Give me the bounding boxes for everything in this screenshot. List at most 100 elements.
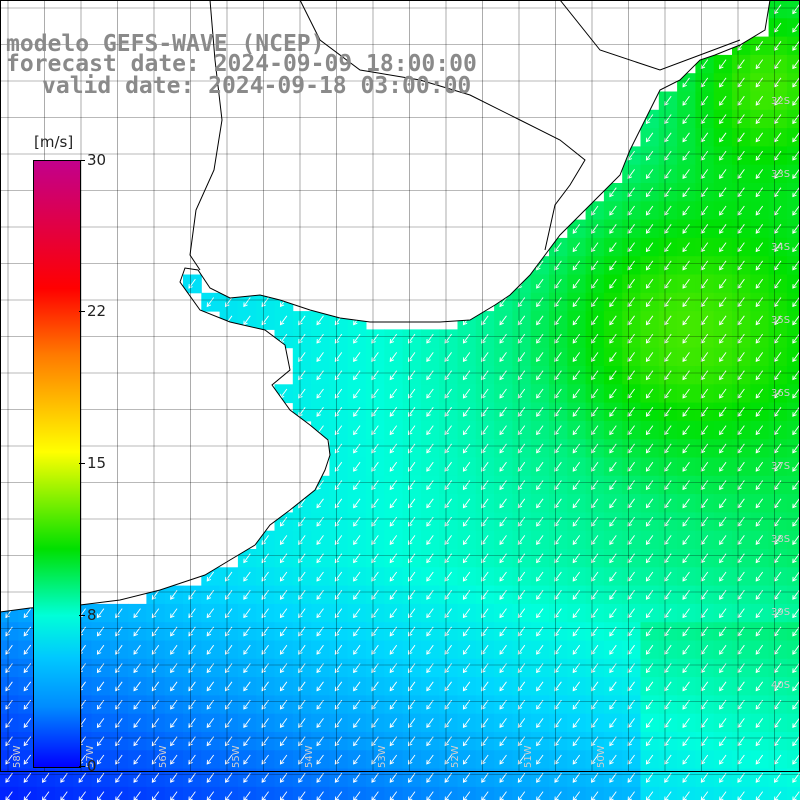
wind-arrow-head bbox=[23, 631, 29, 637]
wind-cell bbox=[494, 786, 513, 800]
wind-arrow-head bbox=[444, 741, 450, 747]
wind-arrow-head bbox=[462, 595, 468, 600]
wind-arrow bbox=[591, 461, 599, 472]
wind-arrow bbox=[206, 718, 215, 728]
wind-arrow-head bbox=[389, 759, 395, 765]
wind-arrow-head bbox=[444, 430, 450, 436]
wind-arrow bbox=[23, 718, 32, 728]
wind-arrow-head bbox=[426, 375, 431, 381]
wind-arrow bbox=[591, 535, 599, 545]
wind-arrow bbox=[646, 681, 654, 691]
wind-arrow bbox=[133, 754, 141, 765]
wind-arrow bbox=[280, 754, 288, 765]
wind-arrow-head bbox=[96, 704, 102, 710]
wind-arrow bbox=[682, 425, 690, 435]
wind-arrow bbox=[774, 535, 782, 545]
wind-arrow bbox=[97, 608, 105, 618]
wind-arrow-head bbox=[462, 448, 468, 454]
wind-arrow-head bbox=[334, 320, 340, 326]
wind-arrow bbox=[536, 260, 544, 271]
colorbar-tick-mark bbox=[79, 463, 85, 464]
wind-arrow-head bbox=[645, 723, 651, 728]
wind-arrow bbox=[97, 791, 105, 800]
wind-arrow bbox=[792, 297, 800, 307]
wind-arrow-head bbox=[115, 723, 120, 728]
land-area bbox=[0, 0, 771, 613]
wind-arrow bbox=[572, 333, 581, 344]
longitude-label: 56W bbox=[158, 745, 169, 768]
wind-arrow-head bbox=[536, 302, 541, 308]
wind-arrow-head bbox=[115, 704, 120, 710]
wind-arrow bbox=[737, 388, 745, 399]
wind-arrow-head bbox=[462, 485, 468, 491]
wind-arrow-head bbox=[591, 229, 596, 234]
wind-arrow-head bbox=[554, 704, 559, 710]
wind-arrow bbox=[774, 22, 782, 33]
wind-arrow-head bbox=[298, 375, 303, 381]
wind-arrow-head bbox=[462, 576, 468, 582]
wind-arrow bbox=[353, 644, 361, 655]
wind-arrow-head bbox=[792, 27, 797, 33]
wind-arrow bbox=[152, 791, 160, 800]
wind-arrow-head bbox=[719, 82, 724, 88]
wind-arrow-head bbox=[609, 375, 614, 381]
wind-arrow-head bbox=[353, 686, 358, 692]
wind-arrow bbox=[426, 644, 434, 655]
wind-arrow bbox=[499, 681, 507, 691]
wind-arrow-head bbox=[426, 668, 431, 674]
wind-arrow-head bbox=[133, 686, 138, 692]
wind-arrow-head bbox=[389, 558, 395, 564]
wind-arrow-head bbox=[499, 448, 504, 454]
wind-arrow bbox=[792, 187, 800, 197]
wind-arrow-head bbox=[279, 686, 285, 692]
wind-arrow-head bbox=[755, 393, 761, 399]
wind-arrow-head bbox=[444, 393, 450, 399]
wind-arrow bbox=[426, 480, 434, 490]
wind-arrow bbox=[389, 425, 398, 435]
wind-arrow-head bbox=[225, 704, 230, 710]
wind-arrow bbox=[316, 718, 324, 728]
wind-arrow bbox=[737, 333, 745, 344]
wind-arrow bbox=[737, 114, 745, 124]
wind-arrow-head bbox=[279, 704, 285, 710]
wind-arrow bbox=[719, 352, 727, 362]
wind-arrow bbox=[591, 718, 599, 728]
wind-arrow bbox=[664, 187, 672, 197]
wind-arrow-head bbox=[279, 576, 285, 582]
wind-arrow bbox=[536, 480, 544, 490]
wind-arrow-head bbox=[755, 430, 761, 436]
wind-arrow-head bbox=[682, 155, 687, 161]
wind-arrow-head bbox=[609, 485, 614, 491]
wind-arrow-head bbox=[481, 723, 486, 728]
wind-arrow-head bbox=[298, 595, 303, 600]
wind-arrow bbox=[646, 224, 654, 234]
wind-arrow bbox=[463, 644, 471, 655]
wind-arrow bbox=[664, 114, 672, 124]
wind-arrow bbox=[627, 388, 635, 399]
wind-arrow-head bbox=[5, 723, 10, 728]
wind-arrow bbox=[517, 333, 526, 344]
wind-arrow-head bbox=[426, 558, 431, 564]
wind-arrow-head bbox=[316, 393, 321, 399]
wind-arrow bbox=[774, 333, 782, 344]
wind-arrow-head bbox=[517, 759, 523, 765]
wind-arrow-head bbox=[444, 357, 450, 362]
wind-arrow bbox=[353, 553, 361, 563]
wind-arrow-head bbox=[554, 393, 559, 399]
wind-arrow-head bbox=[225, 613, 230, 619]
wind-arrow bbox=[170, 718, 178, 728]
wind-cell bbox=[695, 786, 715, 800]
wind-arrow bbox=[774, 791, 782, 800]
wind-arrow-head bbox=[645, 174, 651, 179]
wind-arrow bbox=[5, 718, 13, 728]
wind-arrow-head bbox=[755, 631, 761, 637]
wind-arrow-head bbox=[334, 631, 340, 637]
wind-arrow bbox=[719, 315, 727, 325]
wind-arrow-head bbox=[609, 521, 614, 527]
longitude-label: 58W bbox=[12, 745, 23, 768]
wind-arrow-head bbox=[792, 503, 797, 509]
wind-cell bbox=[786, 54, 800, 74]
wind-cell bbox=[164, 786, 184, 800]
wind-arrow-head bbox=[261, 576, 267, 582]
wind-arrow-head bbox=[517, 704, 523, 710]
